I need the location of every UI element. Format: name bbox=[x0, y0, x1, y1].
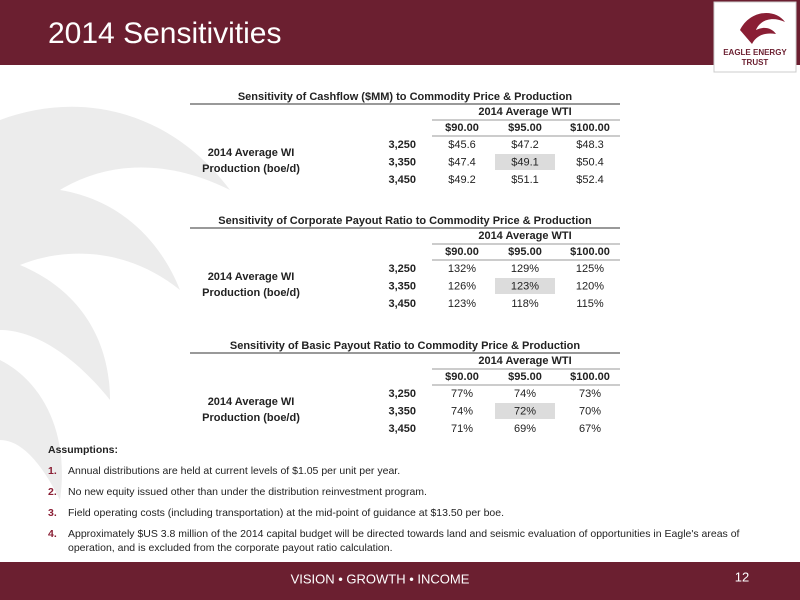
row-header: Production (boe/d) bbox=[202, 163, 300, 175]
cell: 129% bbox=[511, 263, 539, 275]
item-text: Field operating costs (including transpo… bbox=[68, 507, 505, 519]
column-label: $95.00 bbox=[508, 122, 542, 134]
row-header: 2014 Average WI bbox=[208, 396, 295, 408]
logo-name: EAGLE ENERGY bbox=[723, 48, 787, 57]
row-label: 3,450 bbox=[388, 174, 416, 186]
highlight bbox=[495, 403, 555, 419]
row-label: 3,250 bbox=[388, 388, 416, 400]
header-band bbox=[0, 0, 800, 65]
table-title: Sensitivity of Basic Payout Ratio to Com… bbox=[230, 340, 581, 352]
cell: 132% bbox=[448, 263, 476, 275]
item-number: 3. bbox=[48, 507, 57, 519]
cell: $51.1 bbox=[511, 174, 539, 186]
column-label: $90.00 bbox=[445, 371, 479, 383]
assumption-item: 3. Field operating costs (including trans… bbox=[48, 506, 778, 520]
cell: 125% bbox=[576, 263, 604, 275]
cell: 70% bbox=[579, 405, 601, 417]
column-label: $100.00 bbox=[570, 371, 610, 383]
row-label: 3,350 bbox=[388, 280, 416, 292]
assumptions-title: Assumptions: bbox=[48, 444, 119, 456]
cell: 73% bbox=[579, 388, 601, 400]
column-label: $90.00 bbox=[445, 122, 479, 134]
cell: 126% bbox=[448, 280, 476, 292]
column-header: 2014 Average WTI bbox=[478, 230, 571, 242]
assumption-item: 4. Approximately $US 3.8 million of the 2… bbox=[48, 527, 778, 555]
item-number: 1. bbox=[48, 465, 57, 477]
cell: 72% bbox=[514, 405, 536, 417]
cell: $49.2 bbox=[448, 174, 476, 186]
row-label: 3,350 bbox=[388, 405, 416, 417]
item-number: 2. bbox=[48, 486, 57, 498]
column-label: $100.00 bbox=[570, 246, 610, 258]
row-label: 3,450 bbox=[388, 423, 416, 435]
row-header: 2014 Average WI bbox=[208, 147, 295, 159]
cell: 74% bbox=[451, 405, 473, 417]
cell: $49.1 bbox=[511, 156, 539, 168]
column-label: $95.00 bbox=[508, 246, 542, 258]
logo-eagle bbox=[740, 12, 785, 44]
item-text: Approximately $US 3.8 million of the 201… bbox=[68, 528, 740, 554]
cell: 69% bbox=[514, 423, 536, 435]
column-header: 2014 Average WTI bbox=[478, 106, 571, 118]
row-label: 3,250 bbox=[388, 139, 416, 151]
table-title: Sensitivity of Cashflow ($MM) to Commodi… bbox=[238, 91, 573, 103]
eagle-watermark bbox=[0, 360, 62, 500]
table-title: Sensitivity of Corporate Payout Ratio to… bbox=[218, 215, 592, 227]
item-number: 4. bbox=[48, 528, 57, 540]
item-text: No new equity issued other than under th… bbox=[68, 486, 427, 498]
cell: $48.3 bbox=[576, 139, 604, 151]
row-header: Production (boe/d) bbox=[202, 412, 300, 424]
eagle-watermark bbox=[0, 106, 230, 400]
row-label: 3,250 bbox=[388, 263, 416, 275]
column-label: $95.00 bbox=[508, 371, 542, 383]
assumption-item: 1. Annual distributions are held at curre… bbox=[48, 464, 778, 478]
cell: 74% bbox=[514, 388, 536, 400]
row-header: Production (boe/d) bbox=[202, 287, 300, 299]
item-text: Annual distributions are held at current… bbox=[68, 465, 401, 477]
cell: 123% bbox=[511, 280, 539, 292]
cell: $52.4 bbox=[576, 174, 604, 186]
footer-tagline: VISION • GROWTH • INCOME bbox=[291, 571, 470, 586]
column-header: 2014 Average WTI bbox=[478, 355, 571, 367]
assumption-item: 2. No new equity issued other than under … bbox=[48, 485, 778, 499]
row-header: 2014 Average WI bbox=[208, 271, 295, 283]
cell: $47.2 bbox=[511, 139, 539, 151]
cell: 115% bbox=[576, 298, 604, 310]
highlight bbox=[495, 278, 555, 294]
cell: $47.4 bbox=[448, 156, 476, 168]
cell: 67% bbox=[579, 423, 601, 435]
slide-title: 2014 Sensitivities bbox=[48, 17, 281, 50]
row-label: 3,350 bbox=[388, 156, 416, 168]
highlight bbox=[495, 154, 555, 170]
column-label: $100.00 bbox=[570, 122, 610, 134]
cell: 118% bbox=[511, 298, 539, 310]
column-label: $90.00 bbox=[445, 246, 479, 258]
cell: 71% bbox=[451, 423, 473, 435]
cell: 123% bbox=[448, 298, 476, 310]
cell: 120% bbox=[576, 280, 604, 292]
cell: $45.6 bbox=[448, 139, 476, 151]
row-label: 3,450 bbox=[388, 298, 416, 310]
cell: $50.4 bbox=[576, 156, 604, 168]
assumptions: Assumptions: 1. Annual distributions are h… bbox=[48, 444, 778, 562]
cell: 77% bbox=[451, 388, 473, 400]
page-number: 12 bbox=[735, 569, 749, 584]
logo-subname: TRUST bbox=[742, 58, 769, 67]
footer-band bbox=[0, 562, 800, 600]
